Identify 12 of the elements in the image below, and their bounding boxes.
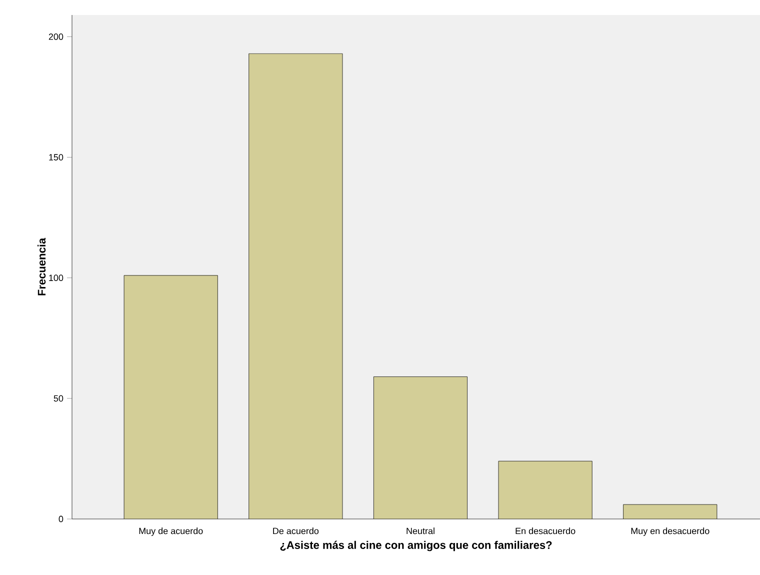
x-axis-title: ¿Asiste más al cine con amigos que con familiares? [280, 540, 552, 552]
y-tick-label: 150 [49, 154, 64, 160]
y-tick-label: 100 [49, 274, 64, 282]
y-axis-title: Frecuencia [38, 238, 46, 296]
x-tick-label: Muy en desacuerdo [631, 528, 710, 536]
y-tick-label: 200 [48, 34, 64, 40]
y-tick-label: 50 [54, 395, 64, 402]
x-tick-label: Neutral [406, 528, 434, 534]
x-tick-label: En desacuerdo [516, 528, 576, 534]
x-tick-label: Muy de acuerdo [139, 528, 203, 536]
x-tick-label: De acuerdo [273, 528, 319, 534]
y-tick-label: 0 [58, 516, 64, 522]
